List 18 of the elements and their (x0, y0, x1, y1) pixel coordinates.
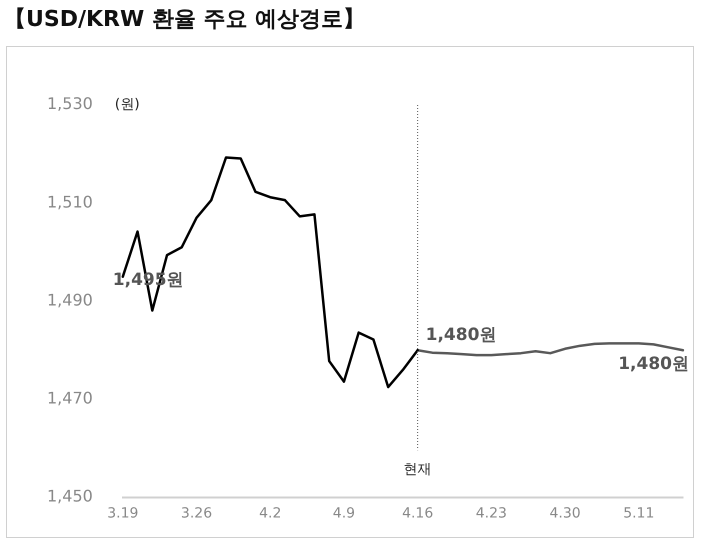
y-tick-label: 1,510 (46, 192, 93, 212)
annotation: 1,480원 (426, 325, 496, 346)
x-tick-label: 3.26 (180, 505, 212, 522)
annotation: 1,480원 (618, 354, 689, 374)
x-tick-label: 4.23 (476, 505, 507, 522)
chart-title: 【USD/KRW 환율 주요 예상경로】 (4, 6, 366, 34)
x-tick-label: 5.11 (623, 505, 654, 522)
x-tick-label: 3.19 (107, 505, 138, 522)
y-tick-label: 1,530 (46, 94, 93, 114)
y-tick-label: 1,470 (46, 388, 93, 408)
x-tick-label: 4.16 (402, 505, 434, 522)
ref-line-label: 현재 (404, 462, 432, 478)
x-tick-label: 4.2 (259, 505, 282, 522)
y-tick-label: 1,490 (46, 290, 93, 310)
y-tick-label: 1,450 (46, 486, 93, 506)
x-tick-label: 4.30 (549, 505, 581, 522)
y-axis-title: (원) (114, 96, 140, 113)
x-tick-label: 4.9 (332, 505, 356, 522)
